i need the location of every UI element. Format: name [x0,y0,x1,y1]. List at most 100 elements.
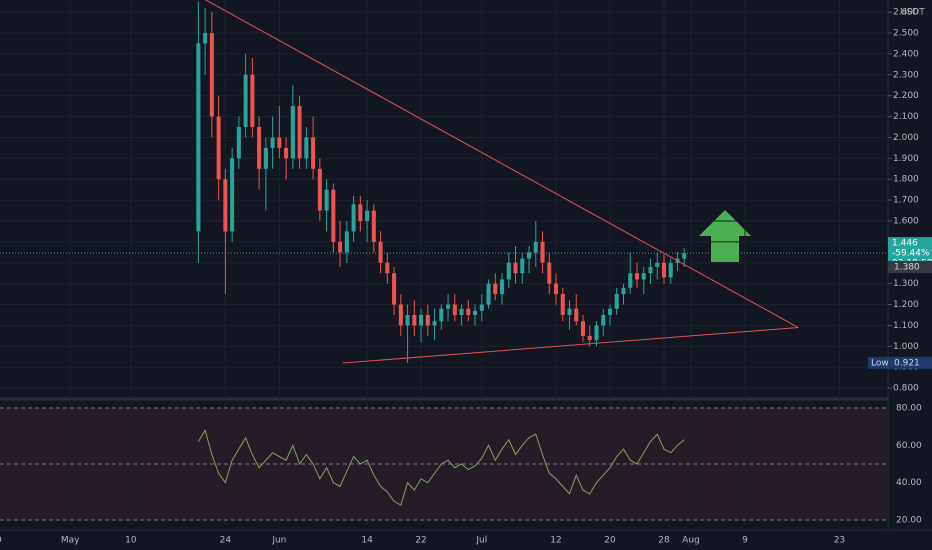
x-tick-label: Aug [682,536,700,546]
candle-body [594,325,599,341]
rsi-tick-label: 20.00 [896,515,922,525]
rsi-tick-label: 40.00 [896,478,922,488]
y-tick-label: 2.000 [893,133,919,143]
candle-body [196,43,201,232]
candle-body [459,308,464,315]
rsi-tick-label: 60.00 [896,441,922,451]
x-tick-label: May [61,536,80,546]
candle-body [257,127,262,169]
x-tick-label: 12 [550,536,561,546]
x-tick-label: Jun [271,536,286,546]
candle-body [661,262,666,278]
candle-body [338,241,343,253]
candle-body [648,266,653,274]
candle-body [311,137,316,169]
rsi-line [197,429,685,506]
candle-body [317,168,322,211]
candle-body [398,304,403,326]
y-tick-label: 1.900 [893,154,919,164]
trendline [204,0,799,328]
candle-body [344,231,349,253]
candle-body [580,321,586,336]
y-tick-label: 2.500 [893,29,919,39]
x-tick-label: 10 [125,536,137,546]
candle-body [405,314,410,326]
prev-price-box [888,260,932,273]
candle-body [526,252,532,259]
candle-body [419,314,424,326]
y-tick-label: 1.600 [893,216,919,226]
y-tick-label: 2.300 [893,70,919,80]
y-tick-label: 1.200 [893,300,919,310]
change-label: -59.44% [892,249,930,259]
candle-body [533,241,538,253]
last-price-label: 1.446 [892,239,918,249]
candle-body [412,314,417,326]
candle-body [371,210,376,242]
candle-body [506,262,511,280]
y-tick-label: 1.800 [893,175,919,185]
candle-body [668,262,673,278]
candle-body [304,137,309,159]
y-tick-label: 0.800 [893,384,919,394]
candle-body [513,262,518,274]
candle-body [634,273,640,280]
candle-body [236,127,241,159]
candle-body [351,204,356,232]
y-tick-label: 2.100 [893,112,919,122]
low-price-label: 0.921 [894,358,920,368]
x-tick-label: Jul [475,536,487,546]
candle-body [365,210,370,221]
candle-body [243,74,248,128]
y-tick-label: 2.600 [893,8,919,18]
candle-body [641,273,646,280]
candle-body [432,321,437,326]
candle-body [230,158,235,232]
candle-body [223,179,228,232]
candle-body [250,74,255,128]
x-tick-label: 20 [0,536,2,546]
low-text: Low [871,358,889,368]
y-tick-label: 2.400 [893,49,919,59]
candle-body [446,304,451,309]
candle-body [452,304,457,315]
candle-body [567,308,572,315]
candle-body [493,283,498,295]
y-tick-label: 1.100 [893,321,919,331]
x-tick-label: 23 [834,536,845,546]
candle-body [479,304,484,311]
candle-body [290,106,295,159]
x-tick-label: 9 [742,536,748,546]
candle-body [614,294,619,309]
candle-body [473,310,478,315]
candle-body [324,189,329,211]
y-tick-label: 2.200 [893,91,919,101]
candle-body [601,314,606,326]
candle-body [466,308,471,315]
candle-body [385,262,390,274]
candle-body [263,147,268,169]
candle-body [500,279,505,295]
x-tick-label: 24 [220,536,232,546]
candle-body [553,283,559,295]
candle-body [486,283,491,305]
candle-body [284,147,289,159]
x-tick-label: 20 [604,536,616,546]
candle-body [392,273,397,305]
candle-body [540,241,545,263]
candle-body [331,189,336,242]
candle-body [297,106,302,159]
low-box [868,356,888,369]
candle-body [520,258,525,274]
candle-body [621,287,626,295]
candle-body [203,33,208,44]
candle-body [216,116,221,180]
low-price-box [888,356,932,369]
y-tick-label: 1.000 [893,342,919,352]
trendline [342,327,799,364]
rsi-tick-label: 80.00 [896,403,922,413]
x-tick-label: 28 [658,536,670,546]
candle-body [607,308,613,315]
candle-body [277,137,282,148]
